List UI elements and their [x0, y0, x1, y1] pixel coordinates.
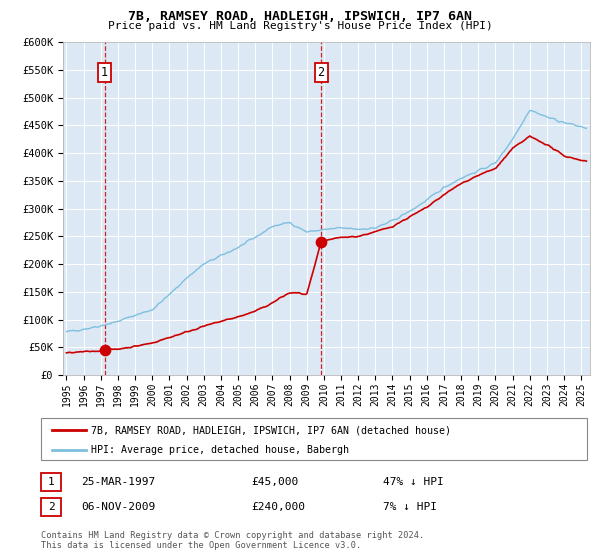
Text: Contains HM Land Registry data © Crown copyright and database right 2024.
This d: Contains HM Land Registry data © Crown c… [41, 530, 424, 550]
Text: 7B, RAMSEY ROAD, HADLEIGH, IPSWICH, IP7 6AN: 7B, RAMSEY ROAD, HADLEIGH, IPSWICH, IP7 … [128, 10, 472, 22]
Text: 7B, RAMSEY ROAD, HADLEIGH, IPSWICH, IP7 6AN (detached house): 7B, RAMSEY ROAD, HADLEIGH, IPSWICH, IP7 … [91, 425, 451, 435]
Text: 25-MAR-1997: 25-MAR-1997 [82, 477, 156, 487]
Text: 06-NOV-2009: 06-NOV-2009 [82, 502, 156, 512]
Text: 2: 2 [317, 66, 325, 79]
Text: £45,000: £45,000 [251, 477, 298, 487]
Point [100, 346, 109, 354]
Text: HPI: Average price, detached house, Babergh: HPI: Average price, detached house, Babe… [91, 445, 349, 455]
Text: 2: 2 [47, 502, 55, 512]
Text: 1: 1 [101, 66, 108, 79]
Text: £240,000: £240,000 [251, 502, 305, 512]
Text: 7% ↓ HPI: 7% ↓ HPI [383, 502, 437, 512]
Text: Price paid vs. HM Land Registry's House Price Index (HPI): Price paid vs. HM Land Registry's House … [107, 21, 493, 31]
Point [316, 237, 326, 246]
Text: 47% ↓ HPI: 47% ↓ HPI [383, 477, 443, 487]
Text: 1: 1 [47, 477, 55, 487]
